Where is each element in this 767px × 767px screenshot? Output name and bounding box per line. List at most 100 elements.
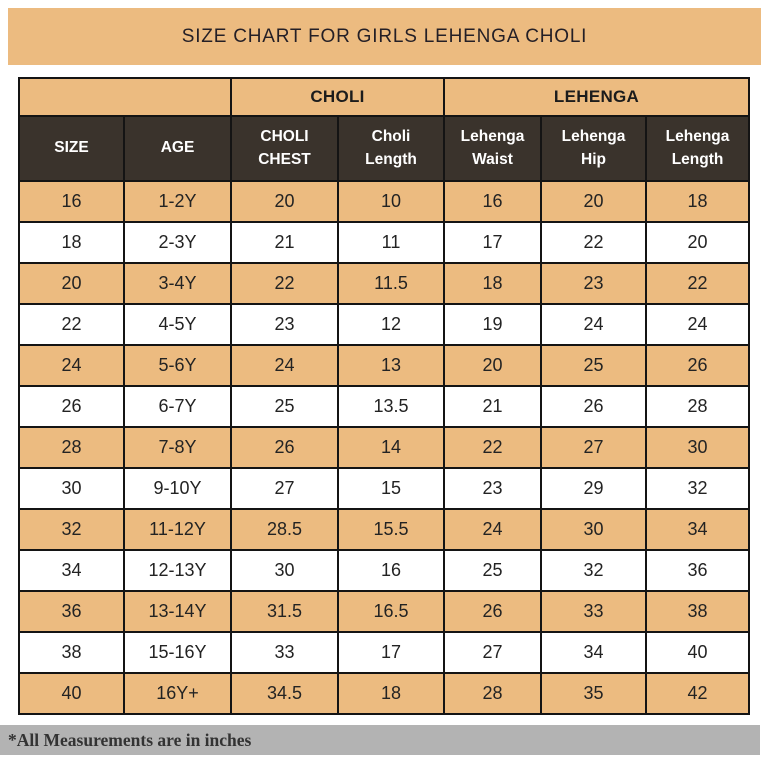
cell-lehenga-hip: 23 [540, 262, 648, 305]
title-banner: SIZE CHART FOR GIRLS LEHENGA CHOLI [8, 8, 761, 65]
cell-lehenga-waist: 24 [443, 508, 543, 551]
cell-size: 36 [18, 590, 125, 633]
table-row: 40 16Y+ 34.5 18 28 35 42 [18, 672, 751, 715]
cell-choli-chest: 24 [230, 344, 339, 387]
table-row: 28 7-8Y 26 14 22 27 30 [18, 426, 751, 469]
cell-lehenga-length: 42 [645, 672, 751, 715]
size-chart-table: CHOLI LEHENGA SIZE AGE CHOLI CHEST Choli Len… [18, 77, 751, 715]
cell-choli-length: 16 [336, 549, 446, 592]
measurement-note: *All Measurements are in inches [8, 729, 252, 750]
cell-lehenga-waist: 18 [443, 262, 543, 305]
cell-lehenga-length: 20 [645, 221, 751, 264]
cell-age: 7-8Y [123, 426, 232, 469]
group-header-row: CHOLI LEHENGA [18, 77, 751, 117]
cell-lehenga-waist: 26 [443, 590, 543, 633]
cell-size: 16 [18, 180, 125, 223]
cell-lehenga-waist: 25 [443, 549, 543, 592]
cell-choli-length: 18 [336, 672, 446, 715]
cell-size: 32 [18, 508, 125, 551]
cell-size: 26 [18, 385, 125, 428]
cell-choli-chest: 30 [230, 549, 339, 592]
cell-lehenga-waist: 20 [443, 344, 543, 387]
cell-age: 9-10Y [123, 467, 232, 510]
table-row: 24 5-6Y 24 13 20 25 26 [18, 344, 751, 387]
cell-lehenga-length: 40 [645, 631, 751, 674]
cell-lehenga-length: 34 [645, 508, 751, 551]
cell-lehenga-hip: 24 [540, 303, 648, 346]
cell-choli-chest: 21 [230, 221, 339, 264]
cell-choli-length: 11.5 [336, 262, 446, 305]
cell-lehenga-hip: 34 [540, 631, 648, 674]
cell-lehenga-waist: 19 [443, 303, 543, 346]
cell-choli-length: 15 [336, 467, 446, 510]
cell-lehenga-hip: 30 [540, 508, 648, 551]
cell-lehenga-waist: 23 [443, 467, 543, 510]
column-header-size: SIZE [18, 115, 125, 182]
cell-choli-chest: 26 [230, 426, 339, 469]
cell-size: 24 [18, 344, 125, 387]
cell-choli-length: 13 [336, 344, 446, 387]
table-body: 16 1-2Y 20 10 16 20 18 18 2-3Y 21 11 17 22 20 20 3-4Y 22… [18, 180, 751, 715]
table-row: 34 12-13Y 30 16 25 32 36 [18, 549, 751, 592]
table-row: 32 11-12Y 28.5 15.5 24 30 34 [18, 508, 751, 551]
cell-age: 4-5Y [123, 303, 232, 346]
table-row: 22 4-5Y 23 12 19 24 24 [18, 303, 751, 346]
table-row: 26 6-7Y 25 13.5 21 26 28 [18, 385, 751, 428]
cell-age: 13-14Y [123, 590, 232, 633]
cell-age: 15-16Y [123, 631, 232, 674]
cell-choli-length: 13.5 [336, 385, 446, 428]
cell-lehenga-length: 30 [645, 426, 751, 469]
table-row: 38 15-16Y 33 17 27 34 40 [18, 631, 751, 674]
cell-lehenga-length: 18 [645, 180, 751, 223]
cell-choli-length: 10 [336, 180, 446, 223]
cell-choli-length: 12 [336, 303, 446, 346]
cell-lehenga-waist: 27 [443, 631, 543, 674]
cell-lehenga-length: 38 [645, 590, 751, 633]
cell-size: 40 [18, 672, 125, 715]
table-row: 36 13-14Y 31.5 16.5 26 33 38 [18, 590, 751, 633]
cell-choli-chest: 25 [230, 385, 339, 428]
cell-choli-chest: 31.5 [230, 590, 339, 633]
cell-size: 22 [18, 303, 125, 346]
cell-lehenga-hip: 27 [540, 426, 648, 469]
cell-lehenga-length: 24 [645, 303, 751, 346]
cell-size: 34 [18, 549, 125, 592]
page-title: SIZE CHART FOR GIRLS LEHENGA CHOLI [181, 25, 588, 47]
cell-lehenga-hip: 29 [540, 467, 648, 510]
cell-age: 5-6Y [123, 344, 232, 387]
cell-size: 20 [18, 262, 125, 305]
cell-choli-length: 17 [336, 631, 446, 674]
cell-age: 6-7Y [123, 385, 232, 428]
cell-age: 2-3Y [123, 221, 232, 264]
cell-lehenga-hip: 22 [540, 221, 648, 264]
cell-choli-length: 14 [336, 426, 446, 469]
cell-lehenga-hip: 25 [540, 344, 648, 387]
cell-lehenga-waist: 28 [443, 672, 543, 715]
cell-size: 30 [18, 467, 125, 510]
cell-age: 12-13Y [123, 549, 232, 592]
group-header-lehenga: LEHENGA [443, 77, 751, 117]
cell-lehenga-hip: 32 [540, 549, 648, 592]
group-header-empty [18, 77, 232, 117]
measurement-note-bar: *All Measurements are in inches [0, 725, 760, 755]
cell-lehenga-length: 22 [645, 262, 751, 305]
cell-lehenga-hip: 20 [540, 180, 648, 223]
cell-size: 28 [18, 426, 125, 469]
cell-choli-chest: 22 [230, 262, 339, 305]
cell-choli-length: 16.5 [336, 590, 446, 633]
cell-lehenga-length: 32 [645, 467, 751, 510]
cell-age: 11-12Y [123, 508, 232, 551]
cell-choli-chest: 23 [230, 303, 339, 346]
cell-lehenga-hip: 33 [540, 590, 648, 633]
cell-choli-chest: 27 [230, 467, 339, 510]
cell-lehenga-hip: 26 [540, 385, 648, 428]
cell-lehenga-waist: 22 [443, 426, 543, 469]
table-row: 20 3-4Y 22 11.5 18 23 22 [18, 262, 751, 305]
cell-lehenga-waist: 17 [443, 221, 543, 264]
cell-lehenga-waist: 21 [443, 385, 543, 428]
cell-size: 18 [18, 221, 125, 264]
cell-choli-length: 15.5 [336, 508, 446, 551]
cell-choli-chest: 33 [230, 631, 339, 674]
group-header-choli: CHOLI [229, 77, 446, 117]
cell-choli-chest: 20 [230, 180, 339, 223]
